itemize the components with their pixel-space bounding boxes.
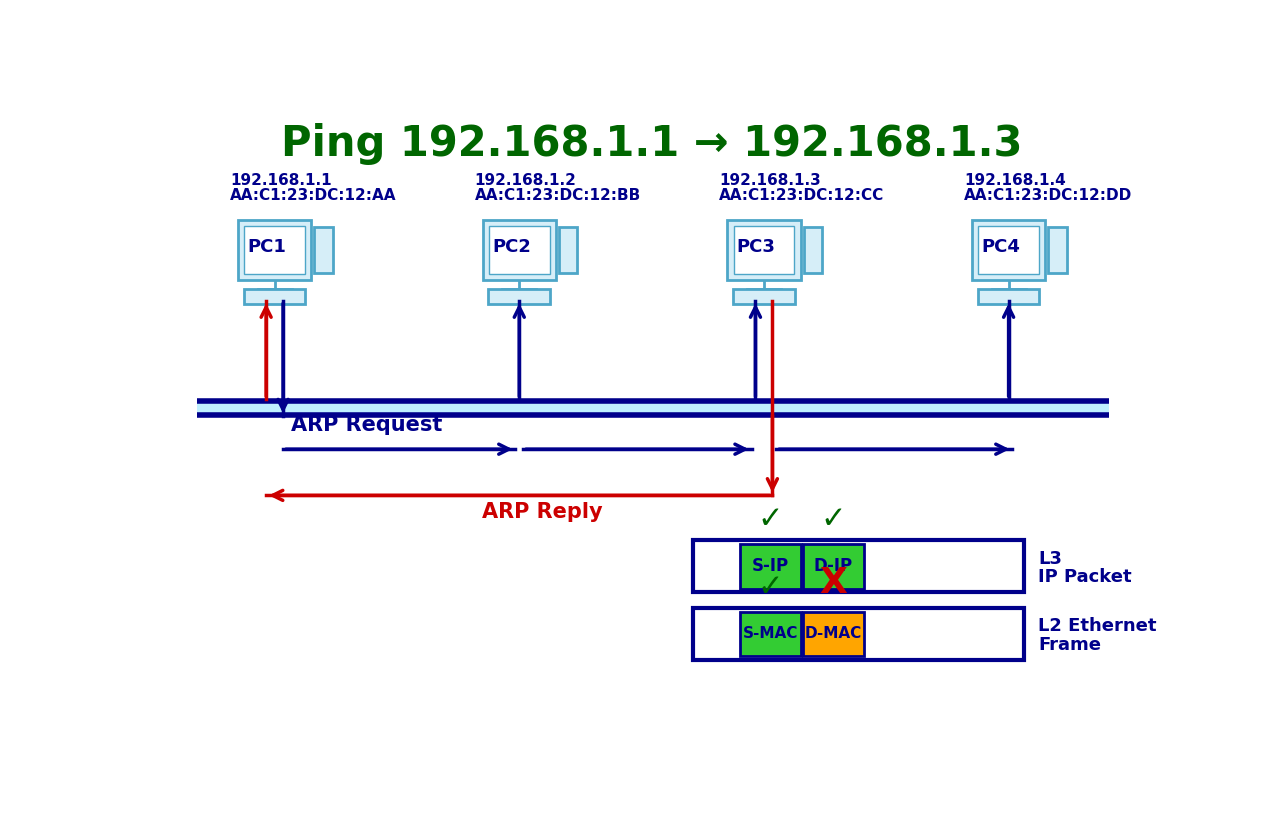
Text: 192.168.1.2: 192.168.1.2 — [474, 173, 577, 188]
Bar — [977, 289, 1040, 305]
Bar — [483, 220, 555, 280]
Text: Frame: Frame — [1038, 636, 1101, 654]
Bar — [489, 226, 549, 274]
Text: L2 Ethernet: L2 Ethernet — [1038, 618, 1157, 635]
Text: PC3: PC3 — [737, 237, 775, 256]
Text: PC4: PC4 — [981, 237, 1021, 256]
Bar — [727, 220, 801, 280]
Text: S-MAC: S-MAC — [742, 627, 798, 642]
Bar — [694, 608, 1024, 660]
Bar — [803, 612, 864, 657]
Bar — [314, 227, 333, 273]
Bar — [740, 544, 801, 588]
Text: X: X — [820, 566, 848, 600]
Bar — [979, 226, 1038, 274]
Bar — [238, 220, 311, 280]
Text: 192.168.1.4: 192.168.1.4 — [963, 173, 1065, 188]
Text: 192.168.1.1: 192.168.1.1 — [230, 173, 332, 188]
Bar — [197, 401, 1110, 414]
Bar — [733, 226, 794, 274]
Bar — [244, 226, 305, 274]
Bar — [733, 289, 794, 305]
Bar — [244, 289, 305, 305]
Text: 192.168.1.3: 192.168.1.3 — [719, 173, 821, 188]
Bar — [972, 220, 1045, 280]
Text: PC2: PC2 — [492, 237, 531, 256]
Bar — [1049, 227, 1066, 273]
Bar — [803, 227, 822, 273]
Text: IP Packet: IP Packet — [1038, 568, 1132, 586]
Text: D-MAC: D-MAC — [805, 627, 862, 642]
Bar — [488, 289, 550, 305]
Bar — [803, 544, 864, 588]
Text: ARP Reply: ARP Reply — [482, 501, 602, 521]
Text: PC1: PC1 — [248, 237, 286, 256]
Text: ✓: ✓ — [758, 505, 783, 534]
Text: AA:C1:23:DC:12:DD: AA:C1:23:DC:12:DD — [963, 188, 1132, 203]
Text: ARP Request: ARP Request — [291, 415, 442, 435]
Text: AA:C1:23:DC:12:CC: AA:C1:23:DC:12:CC — [719, 188, 885, 203]
Text: ✓: ✓ — [758, 573, 783, 602]
Text: AA:C1:23:DC:12:AA: AA:C1:23:DC:12:AA — [230, 188, 397, 203]
Text: AA:C1:23:DC:12:BB: AA:C1:23:DC:12:BB — [474, 188, 641, 203]
Text: D-IP: D-IP — [813, 557, 853, 575]
Bar — [740, 612, 801, 657]
Text: S-IP: S-IP — [751, 557, 789, 575]
Bar — [694, 540, 1024, 593]
Text: Ping 192.168.1.1 → 192.168.1.3: Ping 192.168.1.1 → 192.168.1.3 — [281, 123, 1022, 164]
Text: ✓: ✓ — [821, 505, 846, 534]
Bar — [559, 227, 577, 273]
Text: L3: L3 — [1038, 549, 1063, 568]
